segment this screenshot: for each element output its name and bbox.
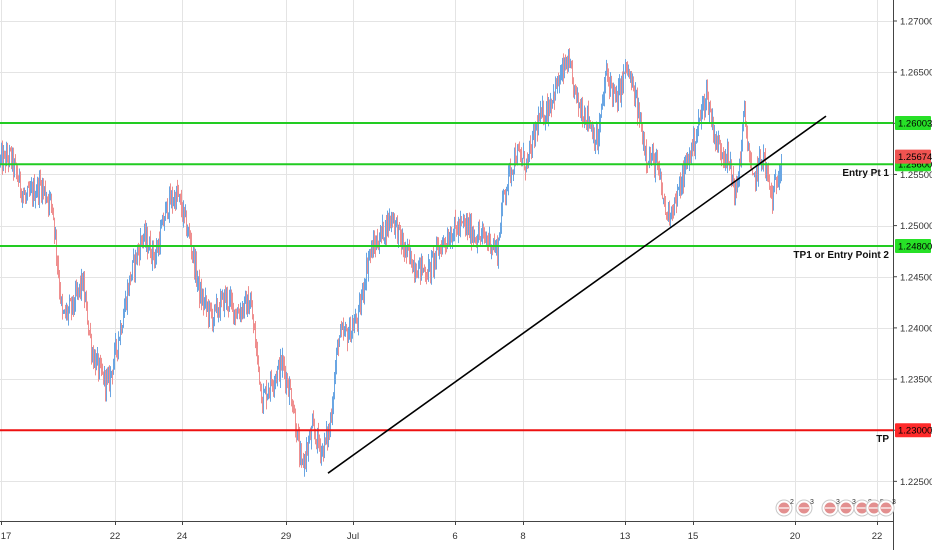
- trendline[interactable]: [327, 115, 827, 474]
- y-tick-label: 1.24000: [900, 323, 932, 334]
- x-tick-label: 13: [620, 531, 631, 542]
- price-axis-panel[interactable]: [893, 0, 932, 550]
- y-tick-label: 1.27000: [900, 17, 932, 28]
- price-tag: [895, 115, 931, 130]
- level-label: TP1 or Entry Point 2: [793, 250, 889, 261]
- event-count: 2: [790, 499, 794, 506]
- y-tick-label: 1.25000: [900, 221, 932, 232]
- price-tag: [895, 423, 931, 438]
- y-tick-label: 1.24500: [900, 272, 932, 283]
- x-tick-label: 29: [281, 531, 292, 542]
- candlestick-series: [0, 48, 782, 477]
- event-badge[interactable]: 3: [795, 499, 814, 517]
- price-tag: [895, 239, 931, 254]
- trendline-layer[interactable]: [327, 115, 827, 474]
- y-tick-label: 1.23500: [900, 375, 932, 386]
- price-tag-label: 1.23000: [898, 426, 932, 437]
- y-tick-label: 1.26500: [900, 68, 932, 79]
- y-tick-label: 1.25500: [900, 170, 932, 181]
- x-tick-label: 22: [872, 531, 883, 542]
- event-count: 3: [810, 499, 814, 506]
- x-tick-label: 8: [520, 531, 525, 542]
- x-tick-label: Jul: [347, 531, 359, 542]
- time-axis-panel[interactable]: [0, 521, 893, 550]
- event-badges[interactable]: 2333853: [775, 499, 896, 517]
- event-count: 3: [836, 499, 840, 506]
- price-tag: [895, 149, 931, 164]
- event-count: 3: [852, 499, 856, 506]
- y-tick-label: 1.22500: [900, 477, 932, 488]
- x-tick-label: 17: [1, 531, 12, 542]
- level-label: Entry Pt 1: [842, 168, 889, 179]
- price-tag-label: 1.26003: [898, 118, 932, 129]
- event-badge[interactable]: 3: [877, 499, 896, 517]
- event-count: 3: [892, 499, 896, 506]
- price-tag-label: 1.24800: [898, 242, 932, 253]
- event-badge[interactable]: 2: [775, 499, 794, 517]
- x-tick-label: 15: [688, 531, 699, 542]
- horizontal-levels: Entry Pt 1 TP1 or Entry Point 2 TP: [0, 121, 893, 445]
- event-badge[interactable]: 3: [821, 499, 840, 517]
- event-badge[interactable]: 3: [837, 499, 856, 517]
- x-tick-label: 24: [177, 531, 188, 542]
- price-tag-label: 1.25600: [898, 160, 932, 171]
- x-tick-label: 20: [790, 531, 801, 542]
- level-label: TP: [876, 434, 889, 445]
- x-tick-label: 6: [452, 531, 457, 542]
- price-tag-label: 1.25674: [898, 152, 932, 163]
- x-tick-label: 22: [110, 531, 121, 542]
